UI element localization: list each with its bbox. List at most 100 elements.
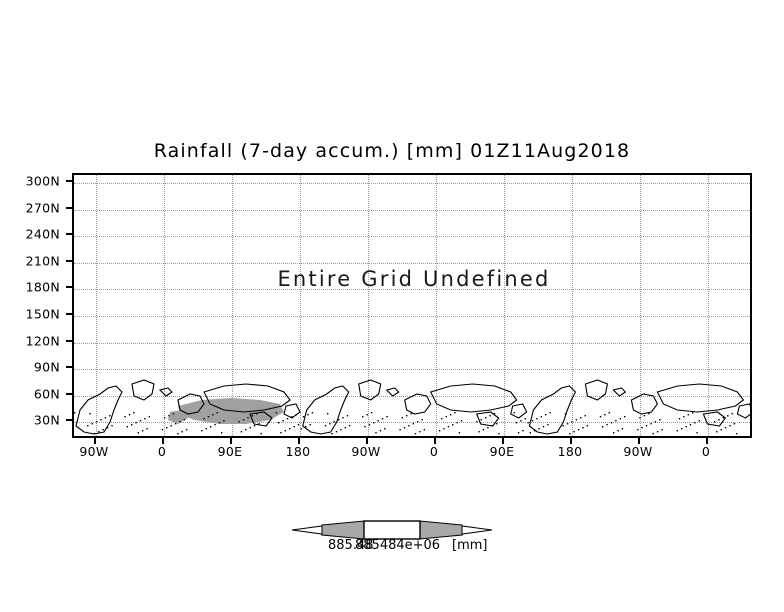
coastline-detail bbox=[207, 416, 210, 418]
coastline-detail bbox=[142, 430, 144, 432]
coastline-detail bbox=[238, 421, 240, 423]
coastline-detail bbox=[687, 414, 689, 416]
coastline bbox=[404, 393, 432, 415]
coastline-detail bbox=[185, 429, 188, 431]
coastline-detail bbox=[545, 414, 547, 416]
coastline-detail bbox=[575, 419, 578, 421]
gridline-horizontal bbox=[74, 262, 750, 264]
coastline-detail bbox=[480, 419, 482, 421]
coastline-detail bbox=[656, 431, 659, 433]
coastline-detail bbox=[100, 419, 102, 421]
gridline-vertical bbox=[572, 175, 573, 436]
colorbar-left-arrow bbox=[321, 520, 365, 540]
coastline-detail bbox=[289, 428, 291, 430]
coastline-detail bbox=[139, 420, 142, 422]
coastline-detail bbox=[454, 412, 456, 414]
coastline-detail bbox=[135, 422, 137, 424]
coastline-detail bbox=[163, 417, 166, 419]
coastline-detail bbox=[645, 425, 648, 427]
colorbar-max-label: 885484e+06 bbox=[355, 538, 441, 553]
coastline-detail bbox=[406, 415, 408, 417]
x-tick-label: 0 bbox=[429, 444, 439, 459]
coastline-detail bbox=[692, 412, 694, 414]
coastline-detail bbox=[146, 428, 148, 430]
coastline bbox=[385, 387, 400, 397]
x-tick-label: 0 bbox=[701, 444, 711, 459]
coastline-detail bbox=[379, 430, 382, 432]
coastline-detail bbox=[295, 414, 297, 416]
coastline-detail bbox=[654, 421, 657, 423]
coastline bbox=[203, 383, 291, 413]
x-tick-label: 90W bbox=[79, 444, 109, 459]
colorbar-right-arrow bbox=[419, 520, 463, 540]
coastline-detail bbox=[131, 424, 133, 426]
y-tick-mark bbox=[66, 233, 72, 236]
gridline-vertical bbox=[300, 175, 301, 436]
coastline-detail bbox=[491, 425, 493, 427]
coastline-detail bbox=[168, 415, 170, 417]
gridline-horizontal bbox=[74, 369, 750, 371]
coastline-detail bbox=[128, 414, 131, 416]
coastline bbox=[584, 379, 609, 401]
coastline-detail bbox=[482, 429, 485, 431]
coastline-detail bbox=[661, 429, 663, 431]
x-tick-label: 0 bbox=[157, 444, 167, 459]
coastline bbox=[630, 393, 659, 415]
coastline-detail bbox=[344, 427, 346, 429]
coastline-detail bbox=[604, 414, 606, 416]
gridline-vertical bbox=[708, 175, 709, 436]
coastline-detail bbox=[109, 415, 111, 417]
gridline-horizontal bbox=[74, 342, 750, 344]
undefined-grid-message: Entire Grid Undefined bbox=[277, 267, 551, 291]
coastline bbox=[177, 393, 205, 415]
map-cycle bbox=[300, 379, 528, 435]
x-tick-mark bbox=[366, 438, 368, 444]
y-tick-mark bbox=[66, 366, 72, 369]
gridline-vertical bbox=[232, 175, 233, 436]
coastline-detail bbox=[456, 422, 458, 424]
map-cycle bbox=[74, 379, 301, 435]
coastline-detail bbox=[676, 430, 678, 432]
coastline-detail bbox=[102, 429, 104, 431]
coastline-detail bbox=[293, 426, 295, 428]
coastline-detail bbox=[458, 432, 461, 434]
x-tick-mark bbox=[230, 438, 232, 444]
coastline-detail bbox=[331, 433, 333, 435]
coastline-detail bbox=[212, 414, 214, 416]
coastline-detail bbox=[527, 422, 529, 424]
coastline-detail bbox=[368, 424, 371, 426]
coastline-detail bbox=[282, 420, 284, 422]
gridline-horizontal bbox=[74, 236, 750, 238]
coastline-detail bbox=[573, 431, 575, 433]
world-map-coastlines bbox=[74, 366, 750, 436]
coastline-detail bbox=[584, 415, 586, 417]
coastline-detail bbox=[342, 417, 344, 419]
y-tick-label: 210N bbox=[25, 253, 60, 269]
coastline-detail bbox=[221, 432, 223, 434]
x-tick-label: 90W bbox=[623, 444, 653, 459]
coastline-detail bbox=[251, 415, 254, 417]
coastline-detail bbox=[260, 433, 262, 435]
coastline-detail bbox=[449, 414, 452, 416]
coastline-detail bbox=[683, 416, 685, 418]
coastline-detail bbox=[399, 429, 401, 431]
y-tick-label: 240N bbox=[25, 226, 60, 242]
coastline bbox=[736, 403, 750, 419]
coastline-detail bbox=[536, 418, 538, 420]
coastline-detail bbox=[580, 417, 582, 419]
coastline bbox=[302, 385, 350, 435]
coastline-detail bbox=[443, 428, 445, 430]
coastline-detail bbox=[621, 428, 624, 430]
coastline-detail bbox=[258, 423, 260, 425]
gridline-vertical bbox=[436, 175, 437, 436]
y-tick-label: 270N bbox=[25, 200, 60, 216]
coastline-detail bbox=[309, 424, 311, 426]
coastline bbox=[158, 387, 173, 397]
coastline-detail bbox=[515, 422, 518, 424]
coastline-detail bbox=[735, 433, 738, 435]
coastline-detail bbox=[278, 422, 280, 424]
coastline-detail bbox=[381, 418, 384, 420]
coastline-detail bbox=[547, 424, 549, 426]
coastline-detail bbox=[438, 430, 441, 432]
coastline-detail bbox=[487, 427, 489, 429]
